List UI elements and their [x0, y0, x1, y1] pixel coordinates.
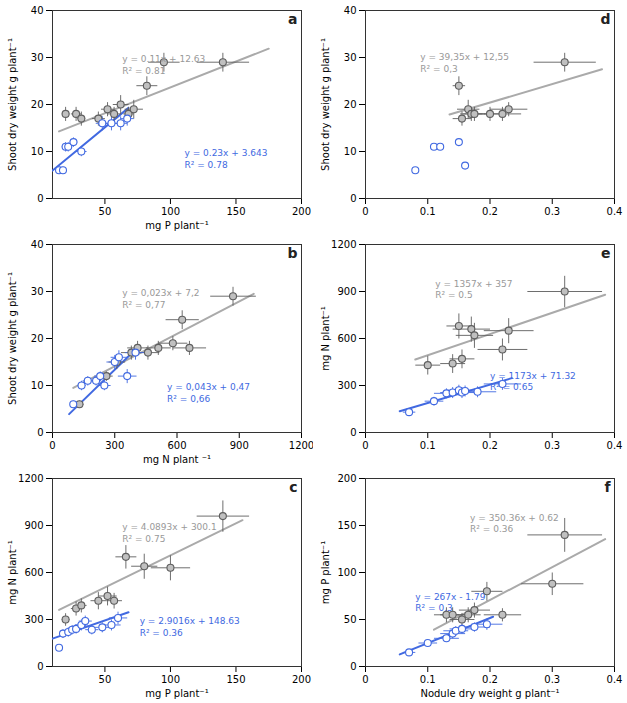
svg-text:600: 600: [24, 567, 43, 578]
svg-text:10: 10: [344, 146, 357, 157]
svg-text:40: 40: [31, 5, 44, 16]
svg-text:0.3: 0.3: [544, 674, 560, 685]
svg-text:0.4: 0.4: [607, 440, 623, 451]
svg-text:y = 0,043x + 0,47R² = 0,66: y = 0,043x + 0,47R² = 0,66: [167, 382, 250, 404]
svg-text:y = 0.23x + 3.643R² = 0.78: y = 0.23x + 3.643R² = 0.78: [184, 148, 267, 170]
svg-text:30: 30: [344, 52, 357, 63]
svg-text:0.3: 0.3: [544, 206, 560, 217]
svg-text:200: 200: [337, 473, 356, 484]
svg-text:Shoot dry weight g plant⁻¹: Shoot dry weight g plant⁻¹: [7, 272, 18, 405]
svg-text:b: b: [287, 245, 297, 261]
svg-text:mg P plant⁻¹: mg P plant⁻¹: [320, 541, 331, 604]
svg-text:mg P plant⁻¹: mg P plant⁻¹: [145, 688, 208, 699]
svg-text:Shoot dry weight g plant⁻¹: Shoot dry weight g plant⁻¹: [320, 38, 331, 171]
svg-text:600: 600: [337, 333, 356, 344]
svg-text:0.3: 0.3: [544, 440, 560, 451]
svg-text:mg N plant⁻¹: mg N plant⁻¹: [320, 306, 331, 371]
svg-text:0: 0: [362, 440, 368, 451]
svg-text:y = 1357x + 357R² = 0.5: y = 1357x + 357R² = 0.5: [435, 279, 512, 301]
svg-text:0: 0: [350, 661, 356, 672]
svg-text:y = 0.11x + 12.63R² = 0.81: y = 0.11x + 12.63R² = 0.81: [122, 54, 205, 76]
svg-text:mg N plant ⁻¹: mg N plant ⁻¹: [143, 454, 211, 465]
svg-text:20: 20: [344, 99, 357, 110]
svg-text:300: 300: [337, 380, 356, 391]
svg-text:Shoot dry weight g plant⁻¹: Shoot dry weight g plant⁻¹: [7, 38, 18, 171]
svg-text:0: 0: [37, 193, 43, 204]
svg-text:e: e: [601, 245, 611, 261]
svg-text:0: 0: [362, 674, 368, 685]
svg-text:0.1: 0.1: [420, 440, 436, 451]
svg-text:40: 40: [31, 239, 44, 250]
svg-text:a: a: [288, 11, 297, 27]
svg-text:1200: 1200: [331, 239, 356, 250]
svg-text:0.4: 0.4: [607, 674, 623, 685]
svg-text:150: 150: [226, 674, 245, 685]
svg-text:40: 40: [344, 5, 357, 16]
svg-text:y = 4.0893x + 300.1R² = 0.75: y = 4.0893x + 300.1R² = 0.75: [122, 522, 216, 544]
svg-text:300: 300: [24, 614, 43, 625]
svg-text:d: d: [600, 11, 610, 27]
svg-text:1200: 1200: [289, 440, 313, 451]
svg-text:50: 50: [99, 674, 112, 685]
svg-text:200: 200: [292, 206, 311, 217]
svg-text:600: 600: [167, 440, 186, 451]
svg-text:100: 100: [337, 567, 356, 578]
svg-text:y = 0,023x + 7,2R² = 0,77: y = 0,023x + 7,2R² = 0,77: [122, 288, 199, 310]
svg-text:0.2: 0.2: [482, 674, 498, 685]
svg-text:0: 0: [350, 193, 356, 204]
svg-text:0.1: 0.1: [420, 206, 436, 217]
svg-text:30: 30: [31, 286, 44, 297]
svg-text:900: 900: [337, 286, 356, 297]
svg-text:0: 0: [49, 440, 55, 451]
svg-text:y = 39,35x + 12,55R² = 0,3: y = 39,35x + 12,55R² = 0,3: [420, 52, 509, 74]
svg-text:200: 200: [292, 674, 311, 685]
svg-text:50: 50: [344, 614, 357, 625]
svg-text:0.1: 0.1: [420, 674, 436, 685]
svg-text:0: 0: [350, 427, 356, 438]
svg-text:f: f: [604, 479, 611, 495]
svg-text:0.2: 0.2: [482, 440, 498, 451]
svg-text:y = 267x - 1.79R² = 0.3: y = 267x - 1.79R² = 0.3: [415, 592, 485, 614]
svg-text:50: 50: [99, 206, 112, 217]
svg-text:y = 1173x + 71.32R² = 0.65: y = 1173x + 71.32R² = 0.65: [490, 371, 576, 393]
svg-text:y = 2.9016x + 148.63R² = 0.36: y = 2.9016x + 148.63R² = 0.36: [140, 616, 240, 638]
svg-text:1200: 1200: [18, 473, 43, 484]
svg-text:300: 300: [105, 440, 124, 451]
svg-text:mg N plant⁻¹: mg N plant⁻¹: [7, 540, 18, 605]
svg-text:0.4: 0.4: [607, 206, 623, 217]
svg-text:150: 150: [226, 206, 245, 217]
svg-text:10: 10: [31, 146, 44, 157]
svg-text:100: 100: [161, 206, 180, 217]
svg-text:c: c: [289, 479, 297, 495]
svg-text:100: 100: [161, 674, 180, 685]
svg-text:0: 0: [362, 206, 368, 217]
svg-text:mg P plant⁻¹: mg P plant⁻¹: [145, 220, 208, 231]
svg-text:y = 350.36x + 0.62R² = 0.36: y = 350.36x + 0.62R² = 0.36: [470, 513, 559, 535]
svg-text:20: 20: [31, 99, 44, 110]
svg-text:0.2: 0.2: [482, 206, 498, 217]
svg-text:30: 30: [31, 52, 44, 63]
svg-text:Nodule dry weight g plant⁻¹: Nodule dry weight g plant⁻¹: [420, 688, 559, 699]
svg-text:900: 900: [24, 520, 43, 531]
svg-text:20: 20: [31, 333, 44, 344]
svg-text:900: 900: [230, 440, 249, 451]
svg-text:0: 0: [37, 427, 43, 438]
svg-text:10: 10: [31, 380, 44, 391]
svg-text:0: 0: [37, 661, 43, 672]
svg-text:150: 150: [337, 520, 356, 531]
